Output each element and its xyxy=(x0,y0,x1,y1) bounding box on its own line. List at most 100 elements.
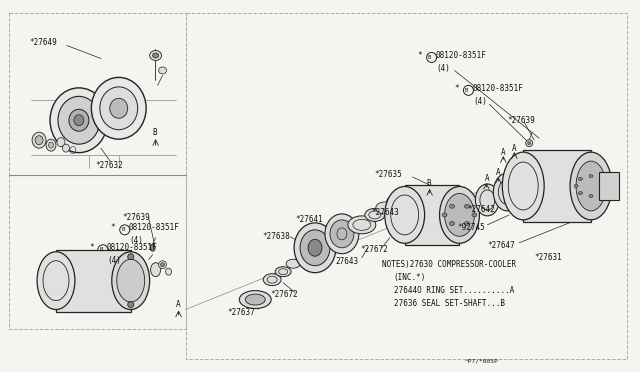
Text: *27638: *27638 xyxy=(262,232,290,241)
Ellipse shape xyxy=(57,138,65,147)
Ellipse shape xyxy=(150,263,161,277)
Bar xyxy=(56,250,131,311)
Text: (4): (4) xyxy=(436,64,451,73)
Ellipse shape xyxy=(74,115,84,126)
Text: 08120-8351F: 08120-8351F xyxy=(129,223,180,232)
Ellipse shape xyxy=(528,142,531,145)
Ellipse shape xyxy=(116,259,145,302)
Text: *27635: *27635 xyxy=(375,170,403,179)
Ellipse shape xyxy=(476,184,499,216)
Ellipse shape xyxy=(50,88,108,153)
Ellipse shape xyxy=(63,144,69,152)
Text: B: B xyxy=(465,88,468,93)
Text: 27636 SEAL SET-SHAFT...B: 27636 SEAL SET-SHAFT...B xyxy=(394,299,505,308)
Ellipse shape xyxy=(493,173,521,211)
Text: *27642: *27642 xyxy=(467,205,495,214)
Ellipse shape xyxy=(574,185,578,187)
Text: *27639: *27639 xyxy=(123,214,150,222)
Text: A: A xyxy=(175,300,180,309)
Text: 27644O RING SET..........A: 27644O RING SET..........A xyxy=(394,286,514,295)
Text: 08120-8351F: 08120-8351F xyxy=(472,84,524,93)
Ellipse shape xyxy=(35,136,43,145)
Text: (4): (4) xyxy=(108,256,122,265)
Text: A: A xyxy=(501,148,506,157)
Text: *27641: *27641 xyxy=(295,215,323,224)
Ellipse shape xyxy=(576,161,606,211)
Ellipse shape xyxy=(465,204,469,208)
Text: (INC.*): (INC.*) xyxy=(394,273,426,282)
Ellipse shape xyxy=(152,53,159,58)
Text: *27672: *27672 xyxy=(360,245,388,254)
Ellipse shape xyxy=(600,177,604,180)
Text: 27643: 27643 xyxy=(335,257,358,266)
Bar xyxy=(404,185,460,245)
Ellipse shape xyxy=(449,204,454,208)
Text: (4): (4) xyxy=(130,236,143,245)
Text: (4): (4) xyxy=(474,97,487,106)
Text: *27639: *27639 xyxy=(508,116,535,125)
Ellipse shape xyxy=(579,177,582,180)
Text: B: B xyxy=(99,247,102,252)
Text: *27632: *27632 xyxy=(96,161,124,170)
Ellipse shape xyxy=(440,186,479,243)
Ellipse shape xyxy=(525,140,532,147)
Ellipse shape xyxy=(49,142,54,148)
Ellipse shape xyxy=(589,195,593,198)
Ellipse shape xyxy=(294,223,336,273)
Text: *92745: *92745 xyxy=(458,223,485,232)
Ellipse shape xyxy=(385,186,424,243)
Ellipse shape xyxy=(300,230,330,266)
Ellipse shape xyxy=(348,216,376,234)
Ellipse shape xyxy=(376,202,394,214)
Text: 08120-8351F: 08120-8351F xyxy=(436,51,486,60)
Ellipse shape xyxy=(308,239,322,256)
Text: *27637: *27637 xyxy=(227,308,255,317)
Ellipse shape xyxy=(604,185,608,187)
Ellipse shape xyxy=(330,220,354,248)
Ellipse shape xyxy=(37,252,75,310)
Text: *27672: *27672 xyxy=(270,290,298,299)
Text: *27647: *27647 xyxy=(488,241,515,250)
Ellipse shape xyxy=(365,208,385,221)
Ellipse shape xyxy=(46,139,56,151)
Ellipse shape xyxy=(112,252,150,310)
Text: B: B xyxy=(152,128,157,137)
Ellipse shape xyxy=(600,192,604,195)
Text: B: B xyxy=(428,55,431,60)
Ellipse shape xyxy=(58,96,100,144)
Ellipse shape xyxy=(275,267,291,277)
Ellipse shape xyxy=(128,254,134,260)
Ellipse shape xyxy=(465,222,469,225)
Ellipse shape xyxy=(110,98,128,118)
Ellipse shape xyxy=(100,87,138,130)
Ellipse shape xyxy=(589,174,593,177)
Ellipse shape xyxy=(239,291,271,308)
Text: A: A xyxy=(484,173,489,183)
Ellipse shape xyxy=(161,263,164,267)
Text: *: * xyxy=(89,243,93,252)
Ellipse shape xyxy=(150,244,155,251)
Ellipse shape xyxy=(92,77,146,139)
Ellipse shape xyxy=(128,302,134,308)
Ellipse shape xyxy=(502,152,544,220)
Ellipse shape xyxy=(286,259,300,268)
Ellipse shape xyxy=(159,67,166,74)
Ellipse shape xyxy=(387,194,413,210)
Ellipse shape xyxy=(442,213,447,217)
Ellipse shape xyxy=(579,192,582,195)
Ellipse shape xyxy=(570,152,612,220)
Ellipse shape xyxy=(166,268,172,275)
Ellipse shape xyxy=(159,261,166,269)
Text: A: A xyxy=(512,144,517,153)
Text: *: * xyxy=(454,84,459,93)
Text: *27631: *27631 xyxy=(534,253,562,262)
Ellipse shape xyxy=(32,132,46,148)
Text: *: * xyxy=(111,223,115,232)
Ellipse shape xyxy=(150,51,161,61)
Bar xyxy=(599,172,619,200)
Ellipse shape xyxy=(325,214,359,254)
Ellipse shape xyxy=(472,213,477,217)
Text: ^P7/*005P: ^P7/*005P xyxy=(465,359,498,364)
Ellipse shape xyxy=(69,109,89,131)
Bar xyxy=(524,150,591,222)
